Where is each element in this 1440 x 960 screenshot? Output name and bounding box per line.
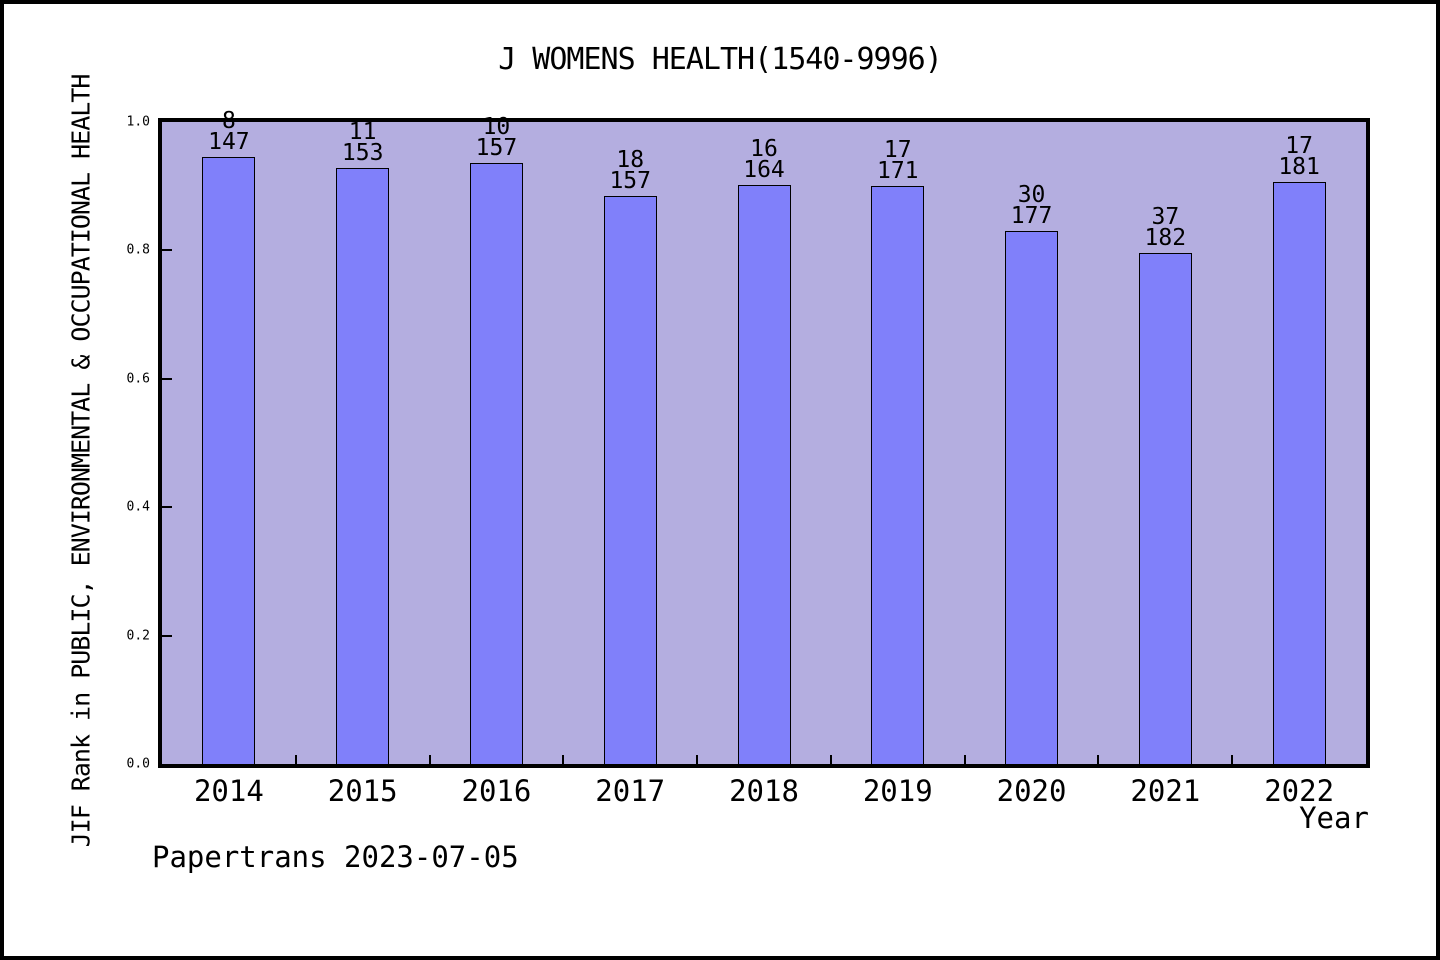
x-tick-label-2015: 2015 <box>327 774 398 808</box>
bar-2021 <box>1138 252 1192 764</box>
x-minor-tick <box>1097 755 1100 764</box>
y-tick <box>162 249 172 252</box>
y-tick-label-0.6: 0.6 <box>126 371 150 387</box>
bar-value-label-2014: 8 147 <box>208 107 250 155</box>
chart-title: J WOMENS HEALTH(1540-9996) <box>498 42 943 77</box>
y-tick-label-0.0: 0.0 <box>126 756 150 772</box>
bar-value-label-2018: 16 164 <box>743 135 785 183</box>
x-minor-tick <box>696 755 699 764</box>
y-tick-label-0.8: 0.8 <box>126 242 150 258</box>
y-tick-label-0.4: 0.4 <box>126 499 150 515</box>
bar-2019 <box>871 185 925 764</box>
x-minor-tick <box>963 755 966 764</box>
bar-2020 <box>1005 230 1059 764</box>
bar-2018 <box>737 184 791 764</box>
x-tick-label-2016: 2016 <box>461 774 532 808</box>
bar-value-label-2021: 37 182 <box>1144 203 1187 251</box>
x-minor-tick <box>294 755 297 764</box>
x-tick-label-2014: 2014 <box>193 774 264 808</box>
y-tick-label-1.0: 1.0 <box>126 114 150 130</box>
x-tick-label-2022: 2022 <box>1264 774 1335 808</box>
bar-2022 <box>1272 182 1326 764</box>
x-axis-title: Year <box>1299 801 1369 835</box>
x-tick-label-2020: 2020 <box>996 774 1067 808</box>
plot-area: 8 147 2014 11 153 2015 10 157 2016 18 157 2017 1… <box>127 109 1366 808</box>
bar-2014 <box>202 156 256 764</box>
bar-value-label-2020: 30 177 <box>1010 181 1053 229</box>
bar-value-label-2017: 18 157 <box>609 146 651 194</box>
bar-value-label-2016: 10 157 <box>475 113 518 161</box>
y-tick <box>162 506 172 509</box>
x-tick-label-2018: 2018 <box>729 774 799 808</box>
y-tick <box>162 634 172 637</box>
bar-2016 <box>469 162 523 764</box>
x-tick-label-2019: 2019 <box>862 774 933 808</box>
footer-text: Papertrans 2023-07-05 <box>152 840 519 874</box>
x-minor-tick <box>829 755 832 764</box>
x-tick-label-2021: 2021 <box>1130 774 1201 808</box>
x-tick-label-2017: 2017 <box>595 774 666 808</box>
bar-2015 <box>336 168 390 764</box>
y-tick-label-0.2: 0.2 <box>126 628 150 644</box>
x-minor-tick <box>1231 755 1234 764</box>
y-axis-label: JIF Rank in PUBLIC, ENVIRONMENTAL & OCCU… <box>66 74 96 848</box>
x-minor-tick <box>562 755 565 764</box>
y-tick <box>162 377 172 380</box>
x-minor-tick <box>428 755 431 764</box>
bar-value-label-2022: 17 181 <box>1278 133 1320 181</box>
bar-value-label-2019: 17 171 <box>876 136 919 184</box>
bar-value-label-2015: 11 153 <box>341 119 384 167</box>
bar-2017 <box>603 195 657 764</box>
